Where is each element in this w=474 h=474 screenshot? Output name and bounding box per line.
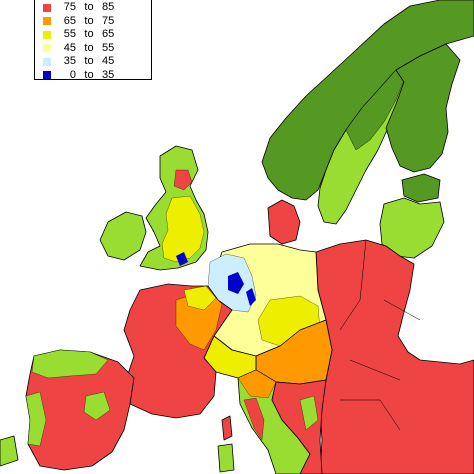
region-italy-north	[237, 369, 277, 399]
region-sardinia	[217, 443, 235, 473]
legend-to-word: to	[84, 14, 94, 27]
legend-to-word: to	[84, 55, 94, 67]
legend-swatch	[43, 71, 51, 80]
region-corsica	[221, 415, 233, 441]
legend-low-value: 55	[63, 28, 76, 40]
region-balkans-green	[299, 395, 319, 431]
legend-to-word: to	[84, 41, 94, 54]
legend-to-word: to	[84, 28, 94, 40]
map-legend: 75 to 85 65 to 75 55 to 65 45 to 55 35 t…	[34, 0, 152, 83]
region-ireland	[99, 211, 147, 261]
region-iceland-fragment	[0, 435, 19, 467]
legend-low-value: 45	[63, 41, 76, 54]
legend-low-value: 65	[63, 14, 76, 27]
region-estonia	[401, 173, 441, 203]
legend-high-value: 55	[102, 41, 115, 54]
legend-high-value: 85	[102, 1, 115, 13]
legend-low-value: 0	[69, 68, 76, 81]
region-portugal	[25, 391, 47, 447]
region-poland-ukraine	[315, 239, 474, 474]
region-italy-coast	[243, 397, 265, 441]
legend-to-word: to	[84, 1, 94, 13]
border-lines	[129, 239, 421, 431]
legend-row: 75 to 85	[43, 1, 151, 15]
legend-row: 0 to 35	[43, 69, 151, 83]
legend-low-value: 75	[63, 1, 76, 13]
region-baltics	[379, 197, 445, 259]
legend-swatch	[43, 30, 51, 39]
region-denmark	[267, 199, 301, 245]
legend-row: 65 to 75	[43, 15, 151, 29]
region-spain-north	[31, 349, 109, 379]
legend-to-word: to	[84, 68, 94, 81]
legend-row: 55 to 65	[43, 28, 151, 42]
region-blue-cluster-2	[246, 288, 256, 306]
region-france-north	[183, 285, 217, 311]
legend-high-value: 45	[102, 55, 115, 67]
region-finland	[385, 43, 461, 173]
region-blue-cluster-1	[228, 272, 244, 294]
legend-high-value: 75	[102, 14, 115, 27]
legend-low-value: 35	[63, 55, 76, 67]
legend-swatch	[43, 57, 51, 66]
region-spain-central	[83, 391, 111, 421]
legend-row: 45 to 55	[43, 42, 151, 56]
legend-swatch	[43, 44, 51, 53]
legend-high-value: 35	[102, 68, 115, 81]
legend-high-value: 65	[102, 28, 115, 40]
region-scotland-red	[173, 169, 193, 191]
legend-row: 35 to 45	[43, 55, 151, 69]
region-sweden-north	[345, 69, 405, 151]
legend-swatch	[43, 3, 51, 12]
legend-swatch	[43, 17, 51, 26]
region-blue-cluster-3	[176, 252, 188, 266]
